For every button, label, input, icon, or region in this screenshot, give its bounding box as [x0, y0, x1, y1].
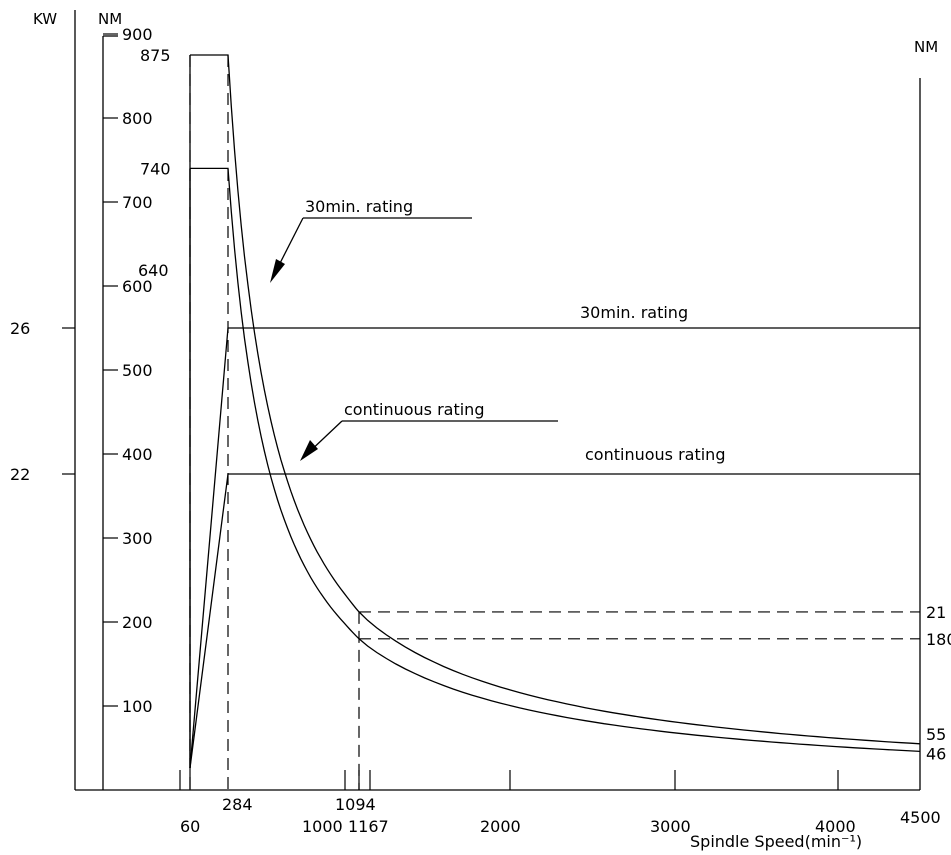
- power-continuous-annotation: continuous rating: [585, 445, 725, 464]
- nm-label-875: 875: [140, 46, 171, 65]
- torque-continuous-annotation: continuous rating: [344, 400, 484, 419]
- rating-curves: [189, 54, 921, 769]
- nm-tick-label-400: 400: [122, 445, 153, 464]
- nm-tick-label-700: 700: [122, 193, 153, 212]
- nm-right-label-46: 46: [926, 744, 946, 763]
- nm-tick-label-200: 200: [122, 613, 153, 632]
- axis-ticks: [62, 33, 839, 790]
- tick-labels: 100 200 300 400 500 600 700 800 900 875 740 640 22 26…: [10, 25, 951, 836]
- torque-30min-arrowhead: [270, 259, 285, 283]
- x-axis-title: Spindle Speed(min⁻¹): [690, 832, 862, 851]
- x-tick-label-1094: 1094: [335, 795, 376, 814]
- kw-axis-unit: KW: [33, 10, 57, 28]
- nm-right-axis-unit: NM: [914, 38, 938, 56]
- torque-30min-annotation: 30min. rating: [305, 197, 413, 216]
- nm-tick-label-900: 900: [122, 25, 153, 44]
- power-30min-curve: [189, 327, 920, 769]
- x-tick-label-4500: 4500: [900, 808, 941, 827]
- nm-tick-label-100: 100: [122, 697, 153, 716]
- kw-tick-label-26: 26: [10, 319, 30, 338]
- power-continuous-curve: [189, 473, 920, 769]
- x-tick-label-1000: 1000: [302, 817, 343, 836]
- torque-continuous-curve: [190, 167, 921, 753]
- x-tick-label-284: 284: [222, 795, 253, 814]
- nm-left-axis-unit: NM: [98, 10, 122, 28]
- x-tick-label-1167: 1167: [348, 817, 389, 836]
- nm-tick-label-300: 300: [122, 529, 153, 548]
- reference-dashes: [189, 55, 920, 790]
- nm-label-640: 640: [138, 261, 169, 280]
- x-tick-label-4000: 4000: [815, 817, 856, 836]
- x-tick-label-60: 60: [180, 817, 200, 836]
- nm-right-label-21: 21: [926, 603, 946, 622]
- torque-continuous-arrowhead: [300, 440, 318, 461]
- nm-tick-label-500: 500: [122, 361, 153, 380]
- x-tick-label-2000: 2000: [480, 817, 521, 836]
- nm-tick-label-800: 800: [122, 109, 153, 128]
- nm-tick-label-600: 600: [122, 277, 153, 296]
- x-tick-label-3000: 3000: [650, 817, 691, 836]
- torque-30min-curve: [190, 54, 921, 745]
- nm-right-label-55: 55: [926, 725, 946, 744]
- nm-right-label-180: 180: [926, 630, 951, 649]
- power-30min-annotation: 30min. rating: [580, 303, 688, 322]
- kw-tick-label-22: 22: [10, 465, 30, 484]
- nm-label-740: 740: [140, 159, 171, 178]
